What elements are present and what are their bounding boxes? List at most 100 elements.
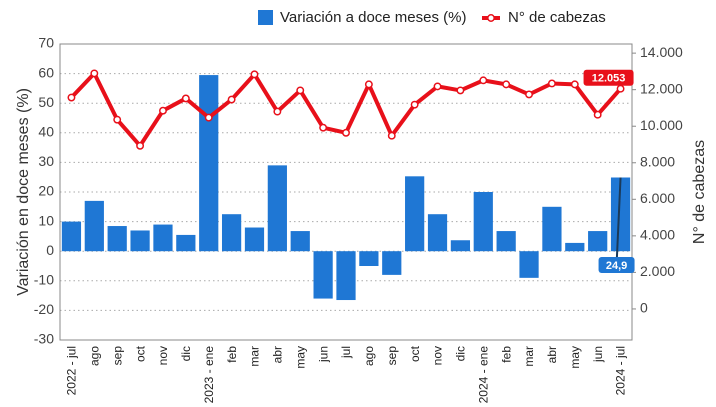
- bar: [565, 242, 585, 252]
- legend-swatch: [258, 10, 273, 25]
- value-label-box: [598, 257, 635, 273]
- bar: [61, 221, 82, 252]
- bar: [405, 176, 425, 252]
- bar: [313, 251, 333, 299]
- value-label-box: [583, 69, 634, 86]
- bar: [107, 226, 127, 252]
- line-marker: [67, 93, 76, 102]
- line-marker: [479, 76, 488, 85]
- x-tick-label: 2022 - jul: [65, 346, 79, 395]
- line-marker: [250, 70, 259, 79]
- x-tick-label: nov: [431, 346, 445, 365]
- line-marker: [410, 100, 419, 109]
- line-marker: [90, 69, 99, 78]
- x-tick-label: oct: [133, 345, 147, 362]
- x-tick-label: jun: [591, 346, 605, 363]
- y2-tick-label: 6.000: [640, 190, 675, 206]
- line-marker: [204, 113, 213, 122]
- line-marker: [136, 141, 145, 150]
- bar: [496, 231, 516, 252]
- bar: [519, 251, 539, 278]
- x-tick-label: sep: [110, 346, 124, 366]
- line-marker: [113, 115, 122, 124]
- line-marker: [227, 95, 236, 104]
- y-tick-label: 0: [46, 242, 54, 258]
- bar: [153, 224, 173, 252]
- value-label: 24,9: [606, 260, 627, 272]
- bar: [382, 251, 402, 275]
- line-marker: [296, 86, 305, 95]
- y2-tick-label: 14.000: [640, 44, 683, 60]
- bar: [130, 230, 150, 252]
- label-leader: [615, 177, 622, 266]
- bar: [336, 251, 356, 301]
- plot-frame: [59, 43, 633, 341]
- y2-tick-label: 2.000: [640, 263, 675, 279]
- x-tick-label: 2023 - ene: [202, 346, 216, 404]
- y-tick-label: 60: [38, 64, 54, 80]
- bar: [199, 75, 219, 252]
- bar: [359, 251, 379, 266]
- line-marker: [273, 107, 282, 116]
- x-tick-label: sep: [385, 346, 399, 366]
- y-tick-label: 10: [38, 212, 54, 228]
- bar: [473, 192, 493, 252]
- y2-tick-label: 12.000: [640, 80, 683, 96]
- line-marker: [593, 110, 602, 119]
- x-tick-label: ago: [87, 346, 101, 366]
- y-tick-label: 50: [38, 94, 54, 110]
- x-tick-label: oct: [408, 345, 422, 362]
- bar: [244, 227, 265, 252]
- line-marker: [616, 84, 625, 93]
- bar: [450, 240, 471, 252]
- y-axis-title: Variación en doce meses (%): [15, 88, 32, 296]
- bar: [427, 214, 448, 252]
- x-tick-label: ago: [362, 346, 376, 366]
- x-tick-label: mar: [522, 346, 536, 367]
- legend-swatch: [487, 14, 495, 22]
- bar: [290, 231, 310, 252]
- bar: [221, 214, 242, 252]
- y2-tick-label: 4.000: [640, 227, 675, 243]
- y-tick-label: -20: [34, 301, 54, 317]
- y-tick-label: 40: [38, 124, 54, 140]
- y-tick-label: 30: [38, 153, 54, 169]
- bar: [588, 231, 608, 252]
- x-tick-label: feb: [499, 346, 513, 363]
- x-tick-label: dic: [179, 346, 193, 361]
- x-tick-label: jul: [339, 346, 353, 359]
- x-tick-label: mar: [248, 346, 262, 367]
- y2-tick-label: 10.000: [640, 117, 683, 133]
- x-tick-label: 2024 - ene: [476, 346, 490, 404]
- bar: [542, 206, 562, 252]
- x-tick-label: jun: [316, 346, 330, 363]
- x-tick-label: may: [568, 346, 582, 369]
- x-tick-label: 2024 - jul: [614, 346, 628, 395]
- line-marker: [387, 131, 396, 140]
- y-tick-label: 20: [38, 183, 54, 199]
- legend-label: Variación a doce meses (%): [280, 9, 466, 26]
- line-marker: [319, 123, 328, 132]
- x-tick-label: may: [293, 346, 307, 369]
- line-marker: [547, 79, 556, 88]
- line-marker: [181, 94, 190, 103]
- y-tick-label: -30: [34, 331, 54, 347]
- bar: [176, 234, 196, 252]
- line-marker: [525, 90, 533, 99]
- bar: [267, 165, 287, 252]
- x-tick-label: nov: [156, 346, 170, 365]
- x-tick-label: abr: [545, 346, 559, 363]
- line-marker: [364, 80, 373, 89]
- x-tick-label: dic: [454, 346, 468, 361]
- line-marker: [570, 80, 579, 89]
- x-tick-label: feb: [225, 346, 239, 363]
- y2-tick-label: 0: [640, 300, 648, 316]
- y-tick-label: -10: [34, 272, 54, 288]
- line-marker: [159, 106, 167, 115]
- line-marker: [433, 82, 442, 91]
- bar: [610, 177, 631, 252]
- line-marker: [456, 86, 465, 95]
- x-tick-label: abr: [271, 346, 285, 363]
- line-marker: [502, 80, 511, 89]
